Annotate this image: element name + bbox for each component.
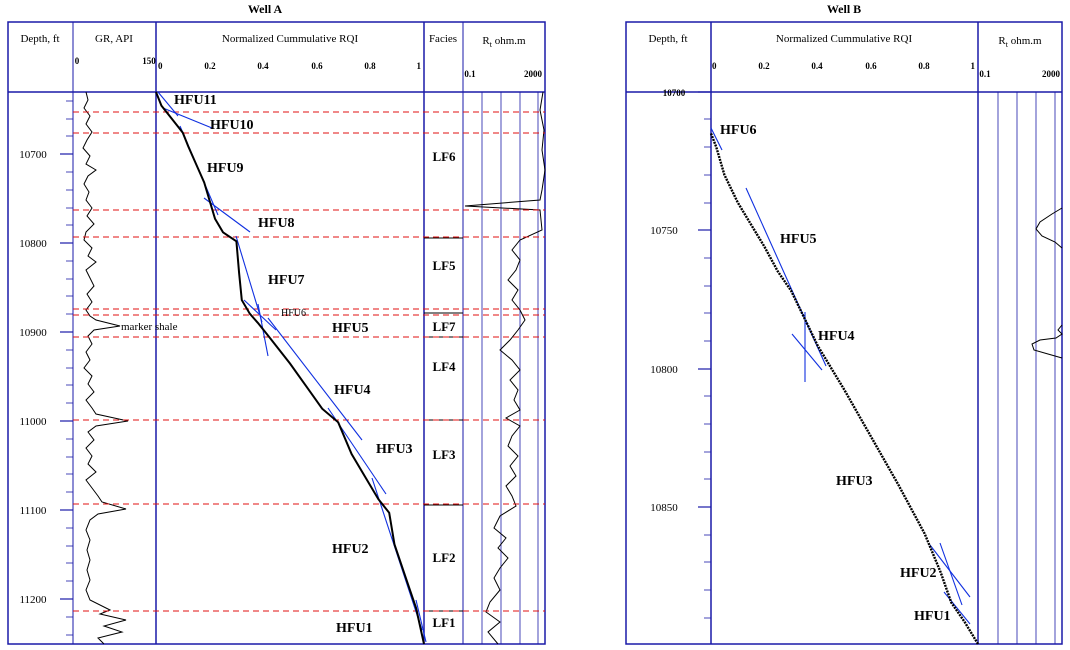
well-a-depth-header: Depth, ft (20, 33, 59, 45)
well-b-hfu1-label: HFU1 (914, 609, 951, 624)
well-a-depth-label-10700: 10700 (19, 149, 47, 161)
well-b-hfu2-label: HFU2 (900, 566, 937, 581)
hfu8-label: HFU8 (258, 216, 295, 231)
well-a-rqi-tick-0.6: 0.6 (311, 61, 323, 71)
well-b-rqi-ticks: 0 0.2 0.4 0.6 0.8 1 (712, 61, 976, 71)
well-a-hfu-boundaries (73, 111, 545, 612)
rt-tick-max: 2000 (524, 69, 543, 79)
well-b-rqi-tick-1: 1 (971, 61, 976, 71)
hfu1-label: HFU1 (336, 621, 373, 636)
well-a-rt-grid (481, 92, 539, 644)
well-a-depth-label-11200: 11200 (19, 594, 47, 606)
well-b-depth-major-ticks (698, 91, 711, 508)
well-b-hfu-labels: HFU6 HFU5 HFU4 HFU3 HFU2 HFU1 (720, 123, 951, 624)
well-b-frame (625, 21, 1063, 645)
well-a-depth-major-ticks (60, 153, 73, 600)
well-b-depth-label-10750: 10750 (650, 225, 678, 237)
well-b-rqi-tick-0.4: 0.4 (811, 61, 823, 71)
well-b-panel: Well B Depth, ft Normalized Cummulative … (625, 2, 1063, 645)
well-a-depth-label-10900: 10900 (19, 327, 47, 339)
facies-label-lf7: LF7 (432, 319, 456, 334)
hfu5-label: HFU5 (332, 321, 369, 336)
well-a-rqi-tick-0: 0 (158, 61, 163, 71)
well-b-depth-minor-ticks (704, 118, 711, 619)
well-a-title: Well A (248, 2, 283, 16)
well-b-rt-header: Rt ohm.m (998, 35, 1042, 49)
facies-label-lf2: LF2 (432, 550, 455, 565)
hfu7-label: HFU7 (268, 273, 305, 288)
well-a-rqi-tick-0.8: 0.8 (364, 61, 376, 71)
well-b-depth-label-10700: 10700 (663, 88, 686, 98)
gr-curve (82, 91, 129, 645)
facies-label-lf5: LF5 (432, 258, 456, 273)
well-a-panel: Well A Depth, ft GR, API Normalized Cumm… (7, 2, 546, 645)
rt-curve (464, 91, 546, 645)
well-a-depth-label-10800: 10800 (19, 238, 47, 250)
facies-label-lf1: LF1 (432, 615, 455, 630)
well-b-depth-header: Depth, ft (648, 33, 687, 45)
well-b-rt-curve (1031, 207, 1063, 359)
gr-tick-min: 0 (75, 56, 80, 66)
well-a-rqi-curve (155, 91, 425, 645)
hfu4-label: HFU4 (334, 383, 371, 398)
hfu2-label: HFU2 (332, 542, 369, 557)
well-b-rqi-tick-0.6: 0.6 (865, 61, 877, 71)
well-a-rqi-ticks: 0 0.2 0.4 0.6 0.8 1 (158, 61, 422, 71)
well-b-hfu6-label: HFU6 (720, 123, 757, 138)
well-a-rt-header: Rt ohm.m (482, 35, 526, 49)
well-b-rt-tick-min: 0.1 (979, 69, 991, 79)
well-a-rqi-tick-1: 1 (417, 61, 422, 71)
well-b-rqi-tick-0.2: 0.2 (758, 61, 770, 71)
well-b-depth-label-10800: 10800 (650, 364, 678, 376)
facies-label-lf4: LF4 (432, 359, 456, 374)
well-b-hfu5-label: HFU5 (780, 232, 817, 247)
well-a-facies-header: Facies (429, 33, 457, 45)
well-b-rt-tick-max: 2000 (1042, 69, 1061, 79)
well-b-rqi-header: Normalized Cummulative RQI (776, 33, 913, 45)
rt-tick-min: 0.1 (464, 69, 476, 79)
well-b-title: Well B (827, 2, 861, 16)
well-b-depth-labels: 10700 10750 10800 10850 (650, 88, 686, 514)
marker-shale-label: marker shale (121, 321, 178, 333)
well-b-hfu4-label: HFU4 (818, 329, 855, 344)
hfu10-label: HFU10 (210, 118, 254, 133)
hfu6-label: HFU6 (281, 308, 306, 319)
well-a-frame (7, 21, 546, 645)
hfu9-label: HFU9 (207, 161, 244, 176)
well-a-depth-label-11100: 11100 (20, 505, 47, 517)
well-b-rqi-tick-0.8: 0.8 (918, 61, 930, 71)
well-a-depth-label-11000: 11000 (19, 416, 47, 428)
well-a-rqi-tick-0.2: 0.2 (204, 61, 216, 71)
well-b-rqi-tick-0: 0 (712, 61, 717, 71)
well-b-rqi-curve (709, 132, 980, 645)
well-a-depth-minor-ticks (66, 100, 73, 636)
facies-labels: LF6 LF5 LF7 LF4 LF3 LF2 LF1 (432, 149, 456, 630)
facies-label-lf6: LF6 (432, 149, 456, 164)
well-a-gr-header: GR, API (95, 33, 133, 45)
well-a-hfu-labels: HFU11 HFU10 HFU9 HFU8 HFU7 HFU6 HFU5 HFU… (174, 93, 413, 636)
well-a-rqi-header: Normalized Cummulative RQI (222, 33, 359, 45)
hfu11-label: HFU11 (174, 93, 217, 108)
well-b-hfu3-label: HFU3 (836, 474, 873, 489)
well-b-rt-grid (997, 92, 1056, 644)
well-b-depth-label-10850: 10850 (650, 502, 678, 514)
well-a-trend-lines (157, 91, 427, 643)
well-a-depth-labels: 10700 10800 10900 11000 11100 11200 (19, 149, 47, 606)
gr-tick-max: 150 (142, 56, 156, 66)
facies-label-lf3: LF3 (432, 447, 456, 462)
hfu3-label: HFU3 (376, 442, 413, 457)
well-a-rqi-tick-0.4: 0.4 (257, 61, 269, 71)
